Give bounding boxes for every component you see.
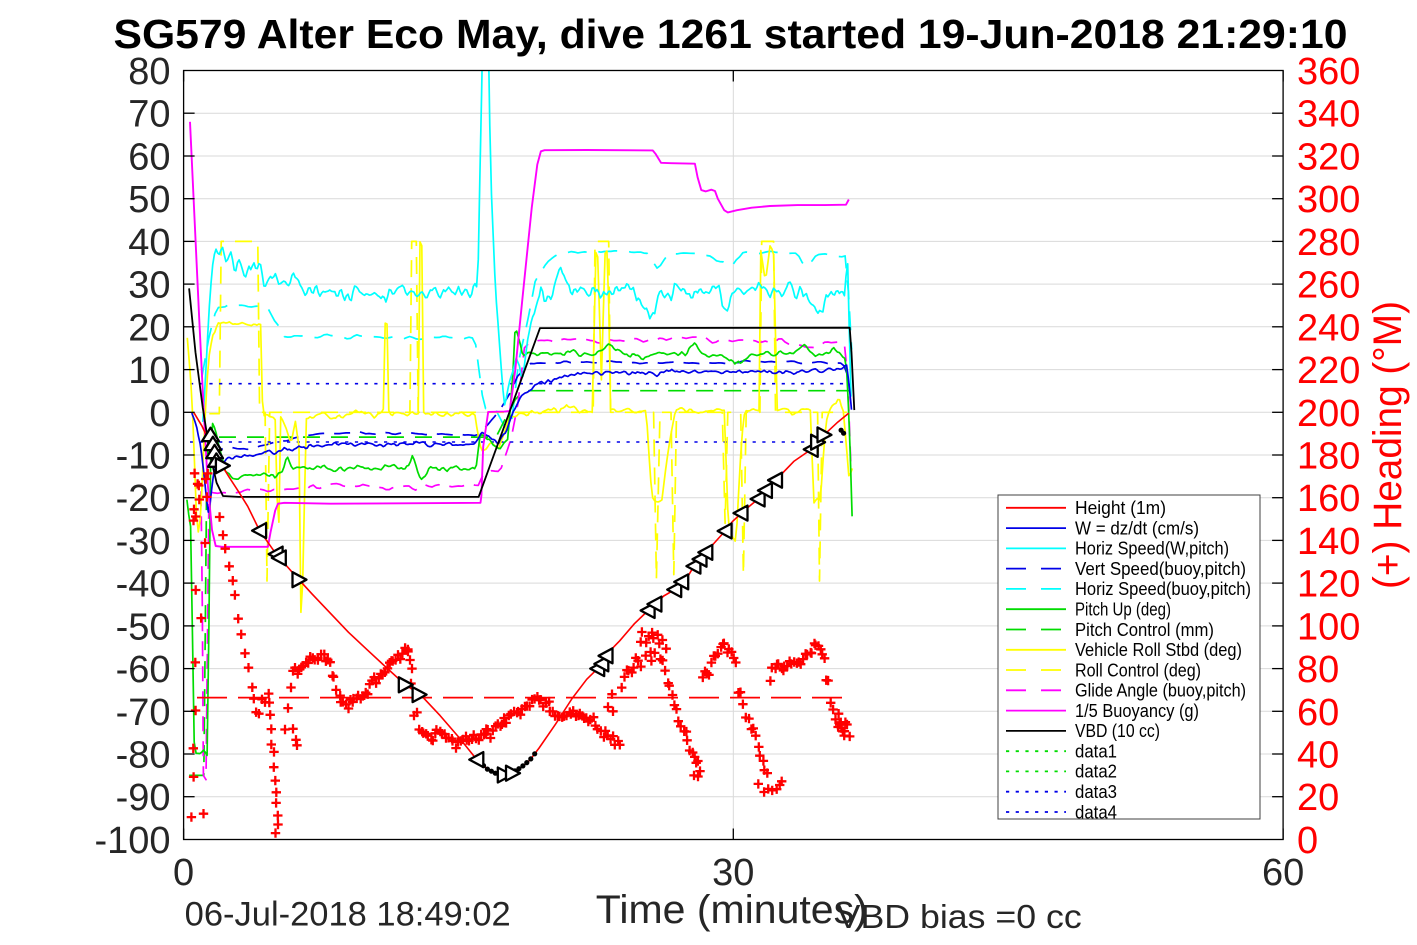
svg-text:40: 40 — [128, 222, 170, 264]
svg-text:Horiz Speed(W,pitch): Horiz Speed(W,pitch) — [1075, 539, 1229, 559]
svg-text:180: 180 — [1297, 436, 1360, 478]
svg-text:Pitch Control (mm): Pitch Control (mm) — [1075, 620, 1214, 640]
svg-text:Vert Speed(buoy,pitch): Vert Speed(buoy,pitch) — [1075, 559, 1246, 579]
svg-text:Horiz Speed(buoy,pitch): Horiz Speed(buoy,pitch) — [1075, 579, 1251, 599]
svg-text:Roll Control (deg): Roll Control (deg) — [1075, 660, 1201, 680]
svg-text:140: 140 — [1297, 521, 1360, 563]
svg-text:30: 30 — [128, 265, 170, 307]
svg-text:W = dz/dt (cm/s): W = dz/dt (cm/s) — [1075, 518, 1199, 538]
svg-text:Time (minutes): Time (minutes) — [596, 888, 868, 932]
svg-text:-50: -50 — [116, 606, 171, 648]
svg-text:0: 0 — [173, 852, 194, 894]
svg-text:-80: -80 — [116, 735, 171, 777]
svg-text:0: 0 — [149, 393, 170, 435]
svg-text:320: 320 — [1297, 137, 1360, 179]
svg-text:200: 200 — [1297, 393, 1360, 435]
svg-text:Vehicle Roll Stbd (deg): Vehicle Roll Stbd (deg) — [1075, 640, 1242, 660]
svg-text:40: 40 — [1297, 735, 1339, 777]
svg-text:340: 340 — [1297, 94, 1360, 136]
svg-text:50: 50 — [128, 179, 170, 221]
svg-text:1/5 Buoyancy (g): 1/5 Buoyancy (g) — [1075, 701, 1199, 721]
svg-text:data3: data3 — [1075, 782, 1117, 802]
svg-text:06-Jul-2018 18:49:02: 06-Jul-2018 18:49:02 — [185, 896, 511, 934]
svg-text:280: 280 — [1297, 222, 1360, 264]
svg-text:10: 10 — [128, 350, 170, 392]
svg-text:-10: -10 — [116, 436, 171, 478]
svg-text:-100: -100 — [94, 820, 170, 862]
svg-text:300: 300 — [1297, 179, 1360, 221]
svg-text:60: 60 — [128, 137, 170, 179]
svg-text:data2: data2 — [1075, 762, 1117, 782]
svg-text:Glide Angle (buoy,pitch): Glide Angle (buoy,pitch) — [1075, 681, 1246, 701]
svg-text:-20: -20 — [116, 478, 171, 520]
svg-text:120: 120 — [1297, 564, 1360, 606]
svg-text:-70: -70 — [116, 692, 171, 734]
svg-text:(+) Heading (°M): (+) Heading (°M) — [1366, 301, 1410, 589]
svg-text:20: 20 — [1297, 777, 1339, 819]
svg-text:160: 160 — [1297, 478, 1360, 520]
svg-text:80: 80 — [1297, 649, 1339, 691]
svg-text:360: 360 — [1297, 51, 1360, 93]
svg-text:30: 30 — [712, 852, 754, 894]
svg-text:60: 60 — [1297, 692, 1339, 734]
svg-text:220: 220 — [1297, 350, 1360, 392]
svg-text:VBD (10 cc): VBD (10 cc) — [1075, 721, 1160, 741]
svg-text:80: 80 — [128, 51, 170, 93]
svg-text:VBD bias =0 cc: VBD bias =0 cc — [837, 898, 1082, 935]
svg-text:Pitch Up (deg): Pitch Up (deg) — [1075, 600, 1171, 620]
svg-text:70: 70 — [128, 94, 170, 136]
svg-text:Height (1m): Height (1m) — [1075, 498, 1166, 518]
svg-text:240: 240 — [1297, 307, 1360, 349]
svg-text:-30: -30 — [116, 521, 171, 563]
svg-text:data1: data1 — [1075, 742, 1117, 762]
svg-text:-90: -90 — [116, 777, 171, 819]
svg-text:data4: data4 — [1075, 802, 1117, 822]
svg-text:20: 20 — [128, 307, 170, 349]
svg-text:-60: -60 — [116, 649, 171, 691]
svg-text:260: 260 — [1297, 265, 1360, 307]
svg-text:60: 60 — [1262, 852, 1304, 894]
svg-text:SG579 Alter Eco May, dive 1261: SG579 Alter Eco May, dive 1261 started 1… — [114, 11, 1348, 57]
svg-text:100: 100 — [1297, 606, 1360, 648]
svg-text:0: 0 — [1297, 820, 1318, 862]
svg-text:-40: -40 — [116, 564, 171, 606]
